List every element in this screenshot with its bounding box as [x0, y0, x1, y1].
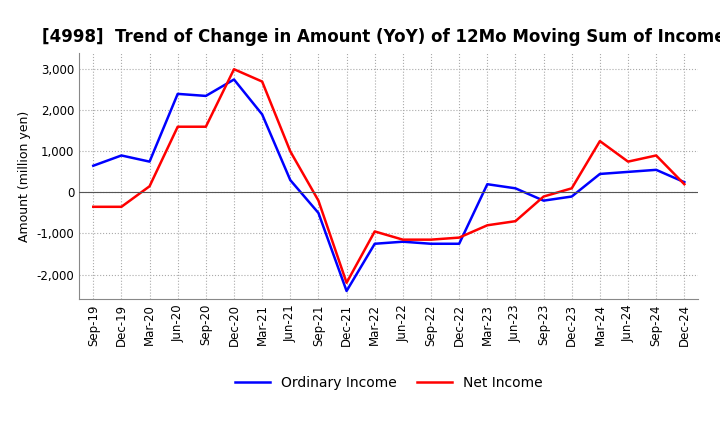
Ordinary Income: [427, 241, 436, 246]
Ordinary Income: [539, 198, 548, 203]
Net Income: [117, 204, 126, 209]
Ordinary Income: [342, 288, 351, 293]
Net Income: [342, 280, 351, 286]
Net Income: [202, 124, 210, 129]
Ordinary Income: [258, 112, 266, 117]
Net Income: [652, 153, 660, 158]
Ordinary Income: [511, 186, 520, 191]
Ordinary Income: [652, 167, 660, 172]
Legend: Ordinary Income, Net Income: Ordinary Income, Net Income: [229, 370, 549, 396]
Ordinary Income: [286, 177, 294, 183]
Ordinary Income: [624, 169, 632, 175]
Ordinary Income: [89, 163, 98, 169]
Net Income: [230, 66, 238, 72]
Ordinary Income: [567, 194, 576, 199]
Net Income: [399, 237, 408, 242]
Ordinary Income: [595, 171, 604, 176]
Title: [4998]  Trend of Change in Amount (YoY) of 12Mo Moving Sum of Incomes: [4998] Trend of Change in Amount (YoY) o…: [42, 28, 720, 46]
Y-axis label: Amount (million yen): Amount (million yen): [18, 110, 31, 242]
Ordinary Income: [174, 91, 182, 96]
Net Income: [595, 139, 604, 144]
Net Income: [511, 219, 520, 224]
Ordinary Income: [370, 241, 379, 246]
Ordinary Income: [314, 210, 323, 216]
Net Income: [89, 204, 98, 209]
Net Income: [370, 229, 379, 234]
Net Income: [258, 79, 266, 84]
Net Income: [145, 183, 154, 189]
Net Income: [174, 124, 182, 129]
Ordinary Income: [483, 182, 492, 187]
Ordinary Income: [680, 180, 688, 185]
Net Income: [624, 159, 632, 164]
Ordinary Income: [399, 239, 408, 244]
Ordinary Income: [117, 153, 126, 158]
Net Income: [314, 198, 323, 203]
Net Income: [455, 235, 464, 240]
Ordinary Income: [230, 77, 238, 82]
Ordinary Income: [455, 241, 464, 246]
Net Income: [483, 223, 492, 228]
Ordinary Income: [145, 159, 154, 164]
Net Income: [427, 237, 436, 242]
Net Income: [680, 182, 688, 187]
Ordinary Income: [202, 93, 210, 99]
Line: Ordinary Income: Ordinary Income: [94, 80, 684, 291]
Line: Net Income: Net Income: [94, 69, 684, 283]
Net Income: [567, 186, 576, 191]
Net Income: [539, 194, 548, 199]
Net Income: [286, 149, 294, 154]
